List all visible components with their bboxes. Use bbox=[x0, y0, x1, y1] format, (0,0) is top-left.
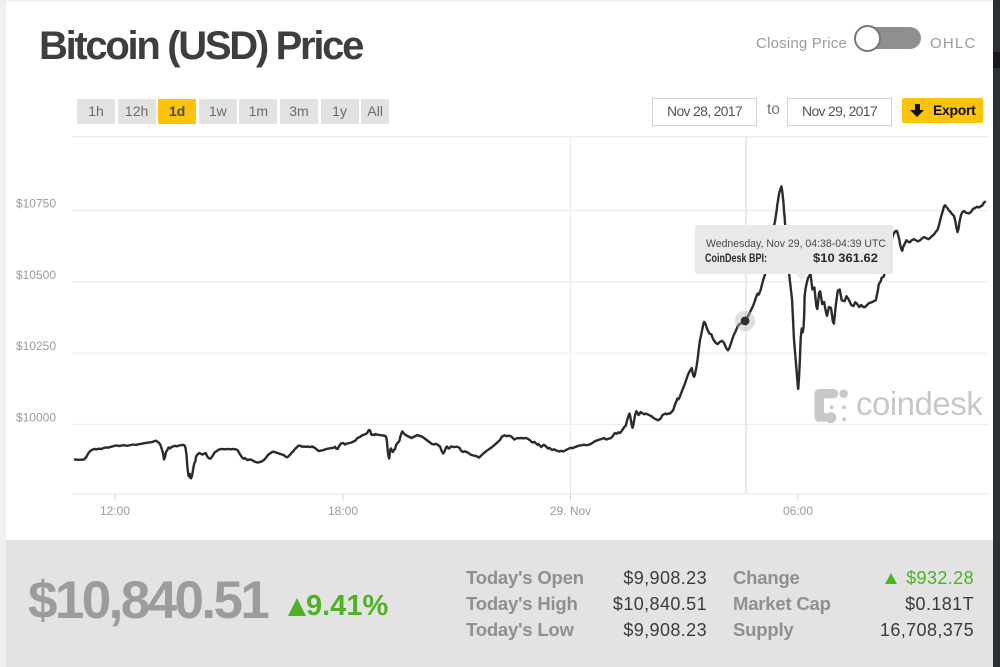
svg-text:18:00: 18:00 bbox=[328, 504, 358, 518]
svg-text:coindesk: coindesk bbox=[856, 385, 983, 422]
svg-text:$10750: $10750 bbox=[16, 197, 56, 211]
svg-text:$10500: $10500 bbox=[16, 268, 56, 282]
svg-text:06:00: 06:00 bbox=[783, 504, 813, 518]
svg-text:$10 361.62: $10 361.62 bbox=[813, 251, 878, 265]
svg-text:29. Nov: 29. Nov bbox=[550, 504, 591, 518]
svg-text:CoinDesk BPI:: CoinDesk BPI: bbox=[705, 251, 767, 265]
svg-text:$10250: $10250 bbox=[16, 339, 56, 353]
svg-text:$10000: $10000 bbox=[16, 410, 56, 424]
svg-text:Wednesday, Nov 29, 04:38-04:39: Wednesday, Nov 29, 04:38-04:39 UTC bbox=[706, 238, 886, 250]
svg-text:12:00: 12:00 bbox=[100, 504, 130, 518]
